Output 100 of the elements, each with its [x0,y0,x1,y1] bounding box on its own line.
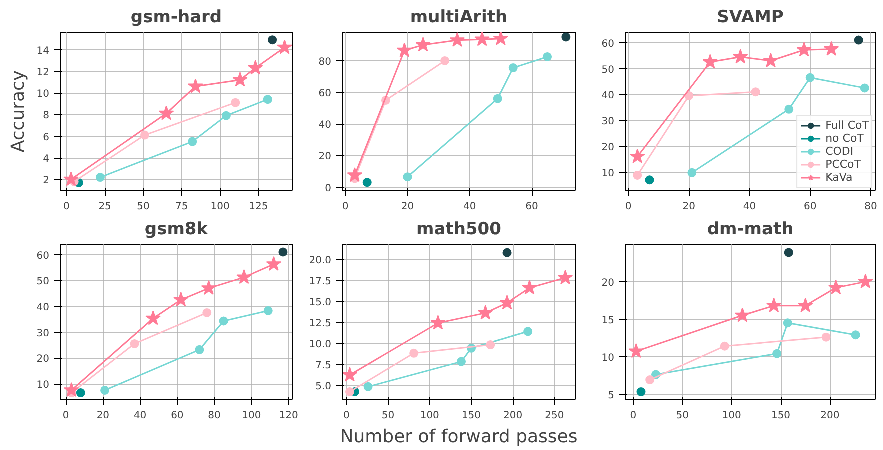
point [188,78,204,94]
point [734,308,750,322]
x-tick-label: 100 [242,410,262,422]
x-tick-label: 0 [63,202,70,212]
y-tick-label: 50 [602,64,615,76]
point [688,168,697,178]
point [277,40,292,54]
x-tick-label: 20 [96,410,110,422]
x-tick-label: 50 [676,410,689,422]
y-tick-label: 20 [318,152,332,163]
x-tick-label: 75 [176,202,188,212]
y-tick-label: 4 [43,154,50,166]
point [440,56,450,66]
point [278,248,288,257]
y-tick-label: 10.0 [309,339,332,350]
y-tick-label: 20 [602,142,615,154]
point [860,84,870,93]
y-tick-label: 14 [36,46,50,57]
point [188,137,198,146]
point [763,52,779,68]
x-tick-label: 60 [171,410,184,422]
point [64,172,79,186]
y-tick-label: 10 [36,89,50,100]
point [500,295,515,310]
y-tick-label: 10 [36,380,50,391]
point [783,318,792,328]
y-axis-title: Accuracy [8,70,29,153]
y-tick-label: 8 [43,110,50,122]
point [146,310,161,326]
y-tick-label: 12 [36,67,50,78]
chart-title: dm-math [707,220,794,240]
x-tick-label: 80 [208,410,221,422]
x-tick-label: 25 [98,202,112,212]
x-tick-label: 100 [210,202,230,212]
point [430,315,446,330]
point [784,104,794,114]
chart-title: gsm-hard [130,8,222,28]
point [456,357,466,366]
legend-label: PCCoT [826,158,862,171]
x-tick-label: 50 [137,202,150,212]
chart-title: math500 [416,220,502,240]
point [798,298,814,312]
x-tick-label: 40 [743,202,756,212]
point [264,306,273,316]
point [720,342,730,351]
x-tick-label: 20 [682,202,696,212]
point [397,42,412,58]
point [524,327,533,336]
y-tick-label: 60 [36,250,50,262]
y-tick-label: 20 [602,278,615,289]
point [219,316,228,326]
point [158,106,174,120]
y-tick-label: 0 [325,183,332,194]
point [772,349,782,358]
y-tick-label: 30 [602,116,615,128]
y-tick-label: 12.5 [309,318,332,330]
legend-label: no CoT [826,132,864,145]
point [766,298,782,312]
x-tick-label: 120 [279,410,298,422]
point [822,332,831,342]
point [474,32,490,46]
chart-title: multiArith [410,8,508,28]
point [232,72,248,87]
point [702,54,718,69]
x-tick-label: 60 [526,202,538,212]
point [195,345,204,354]
point [410,348,419,358]
point [222,111,231,120]
y-tick-label: 5.0 [316,381,332,392]
point [364,382,373,392]
x-tick-label: 40 [134,410,147,422]
x-tick-label: 250 [545,410,564,422]
chart-title: gsm8k [144,220,209,240]
point [478,305,494,320]
point [543,52,552,62]
point [806,73,815,82]
point [347,167,363,182]
point [851,330,860,340]
point [751,88,760,97]
point [76,388,86,398]
y-tick-label: 20.0 [309,256,332,267]
point [342,367,358,382]
point [100,386,110,395]
point [502,248,512,258]
y-tick-label: 6 [43,132,50,144]
y-tick-label: 50 [36,276,50,288]
y-tick-label: 60 [318,88,332,100]
x-tick-label: 100 [420,410,440,422]
point [236,270,252,284]
y-tick-label: 40 [318,120,332,132]
point [64,382,80,398]
y-tick-label: 10 [602,352,615,364]
point [522,280,538,295]
x-tick-label: 150 [771,410,791,422]
y-tick-label: 30 [36,328,50,340]
legend-label: CODI [826,145,854,158]
point [450,32,466,47]
y-tick-label: 40 [36,302,50,314]
point [362,178,372,188]
x-tick-label: 150 [462,410,482,422]
